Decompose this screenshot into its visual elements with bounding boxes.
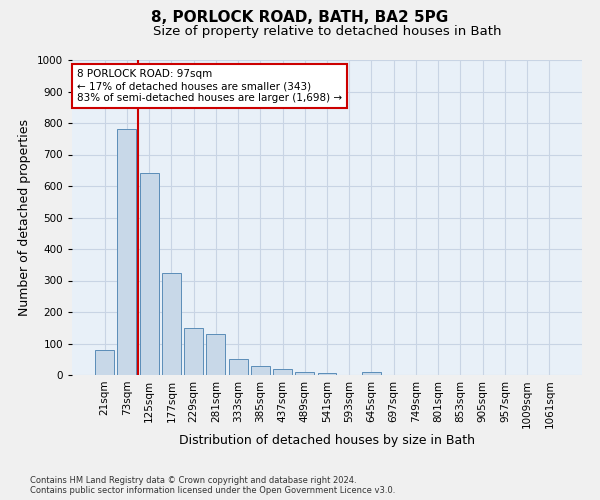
Text: 8, PORLOCK ROAD, BATH, BA2 5PG: 8, PORLOCK ROAD, BATH, BA2 5PG	[151, 10, 449, 25]
Bar	[251, 366, 270, 375]
Bar	[229, 359, 248, 375]
Bar	[140, 174, 158, 375]
Text: 8 PORLOCK ROAD: 97sqm
← 17% of detached houses are smaller (343)
83% of semi-det: 8 PORLOCK ROAD: 97sqm ← 17% of detached …	[77, 70, 342, 102]
Bar	[206, 334, 225, 375]
Text: Contains HM Land Registry data © Crown copyright and database right 2024.
Contai: Contains HM Land Registry data © Crown c…	[30, 476, 395, 495]
Bar	[184, 328, 203, 375]
Bar	[95, 350, 114, 375]
Bar	[295, 372, 314, 375]
Bar	[273, 368, 292, 375]
Bar	[162, 272, 181, 375]
Bar	[362, 372, 381, 375]
Y-axis label: Number of detached properties: Number of detached properties	[18, 119, 31, 316]
Title: Size of property relative to detached houses in Bath: Size of property relative to detached ho…	[153, 25, 501, 38]
Bar	[118, 130, 136, 375]
Bar	[317, 374, 337, 375]
X-axis label: Distribution of detached houses by size in Bath: Distribution of detached houses by size …	[179, 434, 475, 447]
